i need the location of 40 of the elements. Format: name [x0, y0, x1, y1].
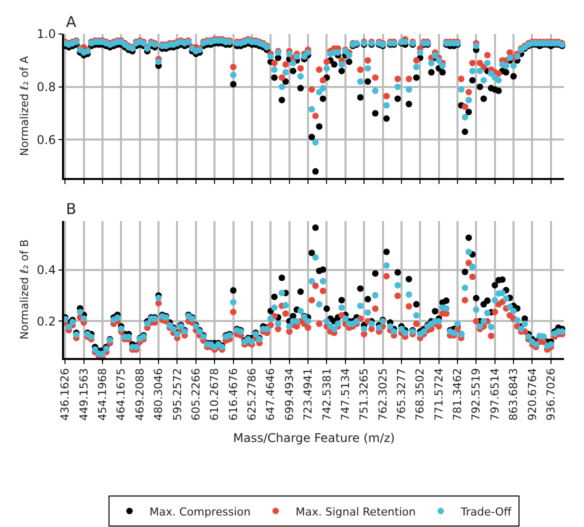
x-tick-label: 797.6514 — [488, 368, 502, 421]
x-tick-label: 469.2088 — [133, 368, 146, 421]
y-tick-label: 0.6 — [36, 132, 56, 147]
legend-label: Max. Compression — [150, 505, 251, 518]
y-axis-title: Normalized ℓ₂ of B — [18, 240, 31, 340]
x-tick-label: 454.1968 — [96, 368, 110, 421]
y-tick-label: 0.4 — [36, 263, 56, 278]
x-tick-label: 762.3025 — [376, 368, 390, 421]
chart-title: B — [66, 200, 76, 218]
x-tick-label: 699.4934 — [282, 368, 296, 421]
x-tick-label: 647.4646 — [264, 368, 278, 421]
x-tick-label: 625.2786 — [246, 368, 259, 421]
x-tick-label: 610.2678 — [208, 368, 222, 421]
x-tick-label: 781.3462 — [451, 368, 464, 421]
x-tick-label: 771.5724 — [432, 368, 446, 421]
x-tick-label: 792.5519 — [470, 368, 483, 421]
x-tick-label: 723.4941 — [302, 368, 315, 421]
x-tick-label: 747.5134 — [338, 368, 352, 421]
y-tick-label: 1.0 — [36, 27, 56, 42]
x-tick-label: 863.6843 — [507, 368, 520, 421]
x-tick-label: 449.1563 — [77, 368, 90, 421]
x-tick-label: 936.7026 — [544, 368, 558, 421]
chart-title: A — [66, 13, 77, 31]
x-tick-label: 742.5381 — [320, 368, 334, 421]
x-tick-label: 920.6764 — [526, 368, 539, 421]
y-tick-label: 0.2 — [36, 314, 56, 328]
x-tick-label: 751.3265 — [358, 368, 371, 421]
x-tick-label: 768.3502 — [414, 368, 427, 421]
x-tick-label: 595.2572 — [170, 368, 184, 421]
legend-label: Max. Signal Retention — [296, 505, 416, 518]
y-axis-title: Normalized ℓ₂ of A — [18, 56, 31, 156]
legend-label: Trade-Off — [460, 505, 512, 518]
x-axis-title: Mass/Charge Feature (m/z) — [233, 431, 395, 446]
x-tick-label: 436.1626 — [58, 368, 72, 421]
x-tick-label: 464.1675 — [114, 368, 128, 421]
x-tick-label: 765.3277 — [395, 368, 408, 421]
y-tick-label: 0.8 — [36, 80, 56, 94]
x-tick-label: 480.3046 — [152, 368, 166, 421]
x-tick-label: 605.2266 — [189, 368, 202, 421]
x-tick-label: 616.4676 — [226, 368, 240, 421]
